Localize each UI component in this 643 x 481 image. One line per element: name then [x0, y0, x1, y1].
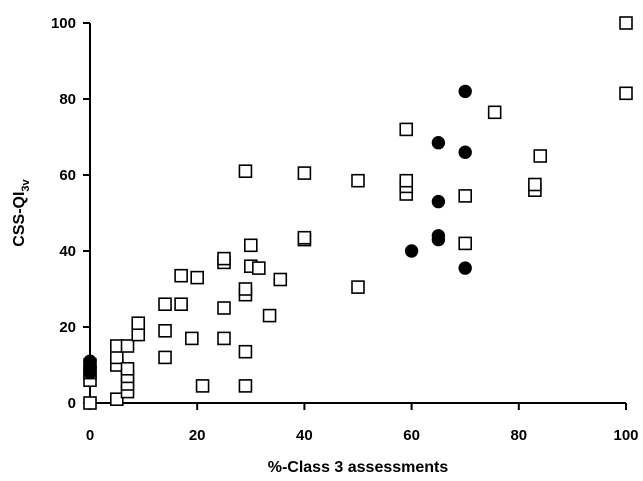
data-point-open-square: [399, 122, 414, 137]
data-point-open-square: [217, 251, 231, 266]
data-point-open-square: [238, 344, 253, 359]
data-point-filled-circle: [83, 354, 97, 368]
data-point-open-square: [297, 230, 312, 245]
data-point-open-square: [351, 173, 365, 188]
data-point-open-square: [174, 268, 188, 283]
x-tick-label: 80: [510, 427, 527, 444]
data-point-open-square: [238, 282, 253, 296]
data-point-open-square: [528, 177, 542, 192]
x-tick-label: 40: [296, 427, 313, 444]
y-tick-label: 60: [59, 167, 76, 184]
data-point-open-square: [252, 261, 266, 275]
data-point-open-square: [158, 350, 172, 365]
y-tick-label: 0: [68, 395, 76, 412]
data-points: [83, 16, 633, 410]
data-point-open-square: [487, 105, 502, 120]
data-point-open-square: [238, 379, 253, 393]
data-point-open-square: [131, 316, 146, 331]
data-point-open-square: [110, 350, 124, 365]
y-axis-label-subscript: 3v: [20, 178, 32, 191]
data-point-open-square: [120, 361, 135, 376]
axes: [89, 23, 626, 404]
data-point-open-square: [619, 86, 633, 101]
data-point-open-square: [351, 280, 365, 294]
data-point-open-square: [131, 327, 146, 342]
data-point-filled-circle: [404, 244, 419, 258]
data-point-open-square: [158, 323, 172, 338]
x-tick-label: 0: [86, 427, 94, 444]
y-tick-label: 20: [59, 319, 76, 336]
x-axis-label: %-Class 3 assessments: [268, 459, 449, 476]
y-tick-label: 40: [59, 243, 76, 260]
data-point-open-square: [458, 236, 473, 251]
data-point-filled-circle: [458, 261, 472, 275]
data-point-filled-circle: [431, 194, 446, 209]
data-point-open-square: [297, 166, 312, 180]
data-point-filled-circle: [458, 84, 472, 99]
y-tick-label: 80: [59, 91, 76, 108]
data-point-open-square: [174, 297, 188, 312]
data-point-open-square: [533, 149, 548, 163]
data-point-open-square: [399, 173, 414, 188]
data-point-open-square: [120, 339, 135, 353]
data-point-open-square: [158, 297, 172, 312]
data-point-filled-circle: [431, 136, 446, 150]
data-point-open-square: [217, 331, 231, 346]
data-point-open-square: [458, 189, 473, 203]
data-point-open-square: [619, 16, 633, 30]
data-point-open-square: [185, 331, 199, 346]
data-point-open-square: [217, 301, 231, 315]
x-tick-label: 100: [613, 427, 638, 444]
y-tick-label: 100: [51, 15, 76, 32]
x-tick-label: 60: [403, 427, 420, 444]
data-point-filled-circle: [431, 229, 446, 243]
data-point-open-square: [238, 164, 253, 178]
data-point-open-square: [273, 272, 288, 287]
data-point-filled-circle: [458, 145, 472, 159]
data-point-open-square: [110, 392, 124, 407]
ticks: 0 20 40 60 80 100 0 20 40 60 80 100: [51, 15, 639, 444]
data-point-open-square: [195, 379, 210, 393]
data-point-open-square: [190, 270, 204, 285]
data-point-open-square: [262, 308, 277, 323]
data-point-open-square: [83, 396, 97, 410]
data-point-open-square: [244, 238, 258, 253]
x-tick-label: 20: [189, 427, 206, 444]
y-axis-label-main: CSS-QI: [11, 192, 28, 247]
y-axis-label: CSS-QI3v: [11, 178, 32, 246]
